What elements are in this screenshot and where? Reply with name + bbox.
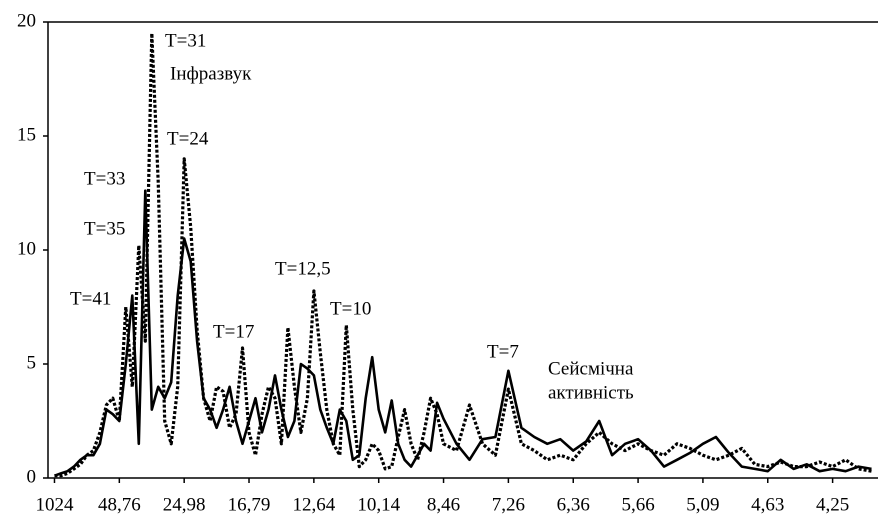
x-tick-label: 10,14 (357, 494, 400, 515)
x-tick-label: 16,79 (228, 494, 271, 515)
annotation: T=31 (165, 30, 206, 51)
x-tick-label: 4,63 (751, 494, 784, 515)
annotation: активність (548, 382, 634, 403)
x-tick-label: 6,36 (557, 494, 590, 515)
x-tick-label: 24,98 (163, 494, 206, 515)
annotation: T=41 (70, 288, 111, 309)
annotation: T=17 (213, 321, 254, 342)
annotation: T=10 (330, 298, 371, 319)
y-tick-label: 5 (27, 352, 37, 373)
x-tick-label: 5,66 (621, 494, 654, 515)
annotation: Інфразвук (170, 63, 252, 84)
annotation: Сейсмічна (548, 358, 634, 379)
series-line (54, 31, 872, 478)
y-tick-label: 20 (17, 10, 36, 31)
x-tick-label: 12,64 (292, 494, 335, 515)
x-tick-label: 8,46 (427, 494, 460, 515)
annotation: T=12,5 (275, 258, 331, 279)
y-tick-label: 15 (17, 124, 36, 145)
x-tick-label: 1024 (35, 494, 74, 515)
series-line (54, 189, 872, 477)
annotation: T=24 (167, 128, 209, 149)
x-tick-label: 4,25 (816, 494, 849, 515)
x-tick-label: 5,09 (686, 494, 719, 515)
x-tick-label: 7,26 (492, 494, 525, 515)
annotation: T=35 (84, 218, 125, 239)
y-tick-label: 10 (17, 238, 36, 259)
x-tick-label: 48,76 (98, 494, 141, 515)
annotation: T=33 (84, 168, 125, 189)
y-tick-label: 0 (27, 466, 37, 487)
annotation: T=7 (487, 341, 519, 362)
